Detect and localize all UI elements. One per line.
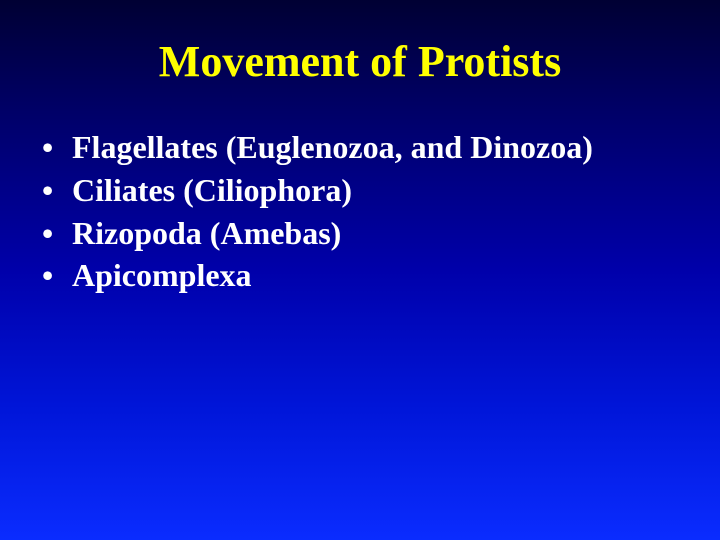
slide-title: Movement of Protists [0,36,720,87]
bullet-list: Flagellates (Euglenozoa, and Dinozoa) Ci… [42,129,678,295]
list-item: Flagellates (Euglenozoa, and Dinozoa) [42,129,678,167]
list-item: Ciliates (Ciliophora) [42,172,678,210]
list-item: Rizopoda (Amebas) [42,215,678,253]
list-item: Apicomplexa [42,257,678,295]
slide-body: Flagellates (Euglenozoa, and Dinozoa) Ci… [0,129,720,295]
slide: Movement of Protists Flagellates (Euglen… [0,0,720,540]
